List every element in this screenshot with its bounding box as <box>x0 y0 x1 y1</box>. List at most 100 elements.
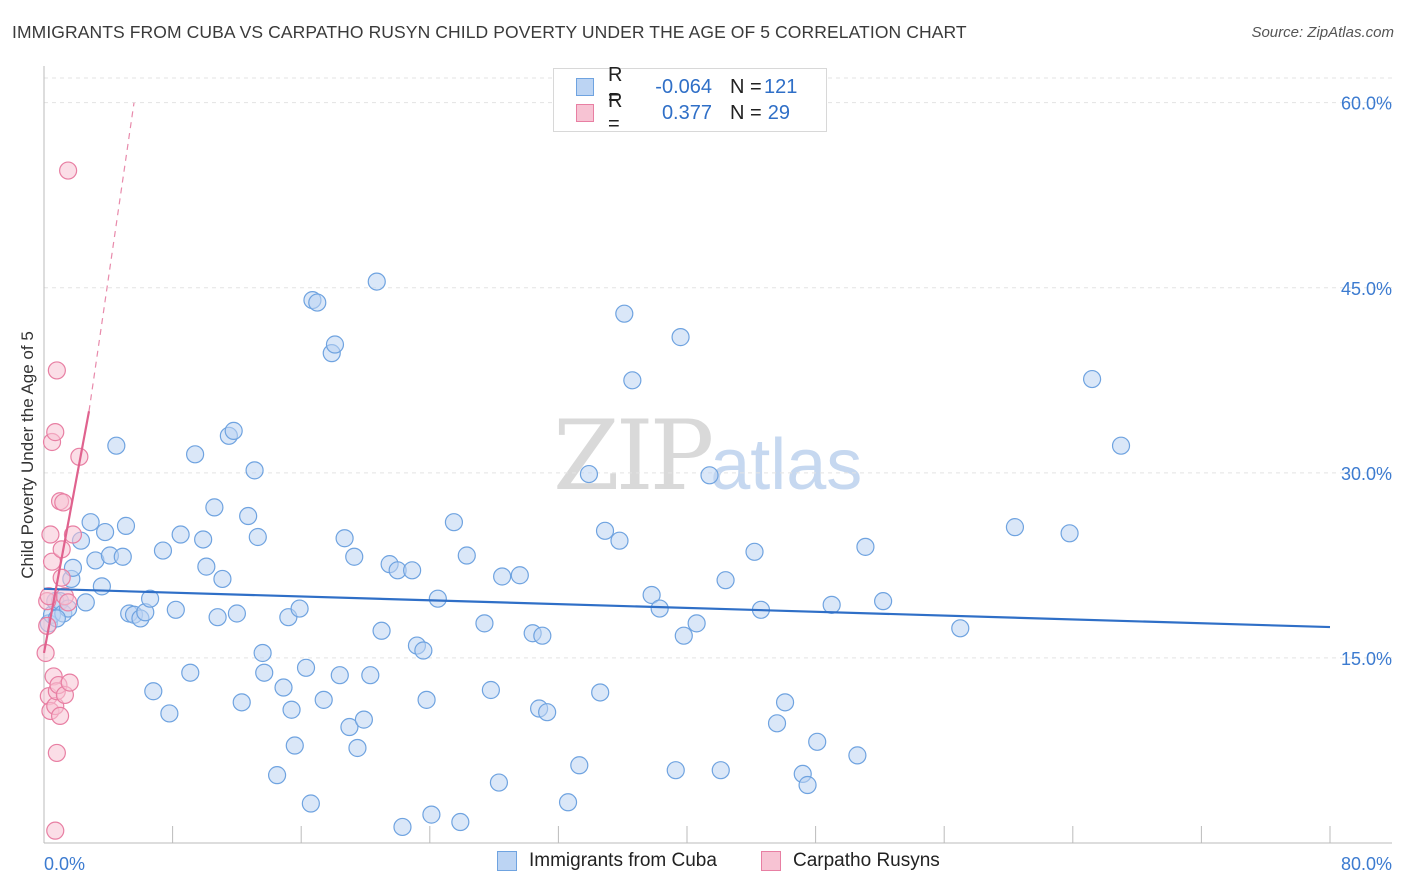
watermark-zip: ZIP <box>553 400 714 512</box>
point-cuba <box>671 328 690 347</box>
point-cuba <box>403 561 422 580</box>
point-cuba <box>205 498 224 517</box>
bottom-legend-label-cuba: Immigrants from Cuba <box>529 850 717 871</box>
point-cuba <box>255 663 274 682</box>
watermark: ZIPatlas <box>553 400 862 512</box>
point-cuba <box>95 522 115 542</box>
point-rusyn <box>54 493 73 512</box>
point-cuba <box>116 516 136 535</box>
point-cuba <box>245 461 264 480</box>
point-cuba <box>951 619 970 638</box>
legend-r-value: -0.064 <box>655 75 712 98</box>
point-cuba <box>153 541 173 560</box>
point-cuba <box>140 589 160 608</box>
point-cuba <box>325 335 345 354</box>
point-cuba <box>822 595 841 614</box>
point-cuba <box>1060 524 1079 543</box>
point-cuba <box>493 567 512 586</box>
point-cuba <box>489 773 509 792</box>
point-cuba <box>181 663 200 682</box>
legend-r-label: R = <box>608 64 623 109</box>
legend-swatch-pink <box>576 104 594 122</box>
point-cuba <box>444 513 464 532</box>
point-cuba <box>248 527 267 547</box>
point-cuba <box>194 530 213 549</box>
point-cuba <box>361 666 380 685</box>
point-cuba <box>267 766 287 785</box>
point-cuba <box>745 542 764 561</box>
point-rusyn <box>52 568 71 587</box>
legend-n-value: 29 <box>767 101 790 124</box>
point-cuba <box>775 693 795 712</box>
legend-r-value: 0.377 <box>661 101 712 124</box>
point-cuba <box>345 547 364 566</box>
point-cuba <box>227 604 246 623</box>
x-tick-label: 0.0% <box>44 854 85 874</box>
point-rusyn <box>63 525 83 544</box>
point-cuba <box>340 717 359 737</box>
point-rusyn <box>41 525 60 544</box>
bottom-legend-cuba: Immigrants from Cuba <box>497 850 717 872</box>
point-cuba <box>372 621 391 640</box>
point-cuba <box>274 678 293 697</box>
legend-swatch-blue <box>576 78 594 96</box>
trendline-rusyn-extension <box>88 102 135 412</box>
point-cuba <box>533 626 552 645</box>
point-rusyn <box>59 593 78 612</box>
point-cuba <box>186 445 205 464</box>
x-tick-label: 80.0% <box>1341 854 1392 874</box>
point-cuba <box>92 577 111 596</box>
point-cuba <box>848 746 867 765</box>
source-label: Source: ZipAtlas.com <box>1251 24 1394 41</box>
point-cuba <box>595 521 615 540</box>
point-cuba <box>798 775 817 795</box>
point-cuba <box>666 761 685 780</box>
point-cuba <box>1005 518 1025 537</box>
point-cuba <box>144 682 163 701</box>
point-cuba <box>510 566 529 585</box>
point-cuba <box>1111 436 1131 455</box>
legend-r-label: R = <box>608 90 623 135</box>
point-cuba <box>208 608 227 627</box>
point-cuba <box>282 700 301 719</box>
point-cuba <box>301 794 320 813</box>
point-rusyn <box>46 821 65 840</box>
legend-n-label: N = <box>730 101 762 124</box>
y-tick-label: 45.0% <box>1341 279 1392 299</box>
point-cuba <box>591 683 610 702</box>
point-cuba <box>716 571 735 590</box>
point-cuba <box>197 557 216 576</box>
point-cuba <box>457 546 476 565</box>
point-cuba <box>700 466 719 485</box>
bottom-legend-label-rusyn: Carpatho Rusyns <box>793 850 940 871</box>
point-cuba <box>76 593 95 612</box>
point-cuba <box>481 680 500 700</box>
point-cuba <box>650 599 669 618</box>
point-cuba <box>224 421 243 440</box>
y-axis-label: Child Poverty Under the Age of 5 <box>18 331 37 579</box>
point-cuba <box>160 704 179 723</box>
point-rusyn <box>47 361 66 380</box>
legend-n-value: 121 <box>764 75 798 98</box>
legend-row-rusyn: R = 0.377 N = 29 <box>576 90 790 135</box>
point-cuba <box>623 371 642 390</box>
point-cuba <box>285 736 304 755</box>
point-cuba <box>874 592 893 611</box>
point-cuba <box>113 547 132 566</box>
point-cuba <box>422 805 441 824</box>
point-cuba <box>290 599 309 618</box>
point-cuba <box>171 525 190 544</box>
point-cuba <box>335 529 354 548</box>
watermark-atlas: atlas <box>710 425 863 505</box>
correlation-legend: R = -0.064 N = 121 R = 0.377 N = 29 <box>553 64 827 135</box>
point-cuba <box>239 506 258 526</box>
point-cuba <box>81 513 100 532</box>
point-cuba <box>314 690 333 709</box>
bottom-legend-swatch-blue <box>497 851 517 871</box>
point-cuba <box>642 585 661 605</box>
bottom-legend-swatch-pink <box>761 851 781 871</box>
point-cuba <box>687 614 706 633</box>
y-tick-label: 60.0% <box>1341 94 1392 114</box>
point-cuba <box>674 626 693 645</box>
point-cuba <box>570 756 589 775</box>
